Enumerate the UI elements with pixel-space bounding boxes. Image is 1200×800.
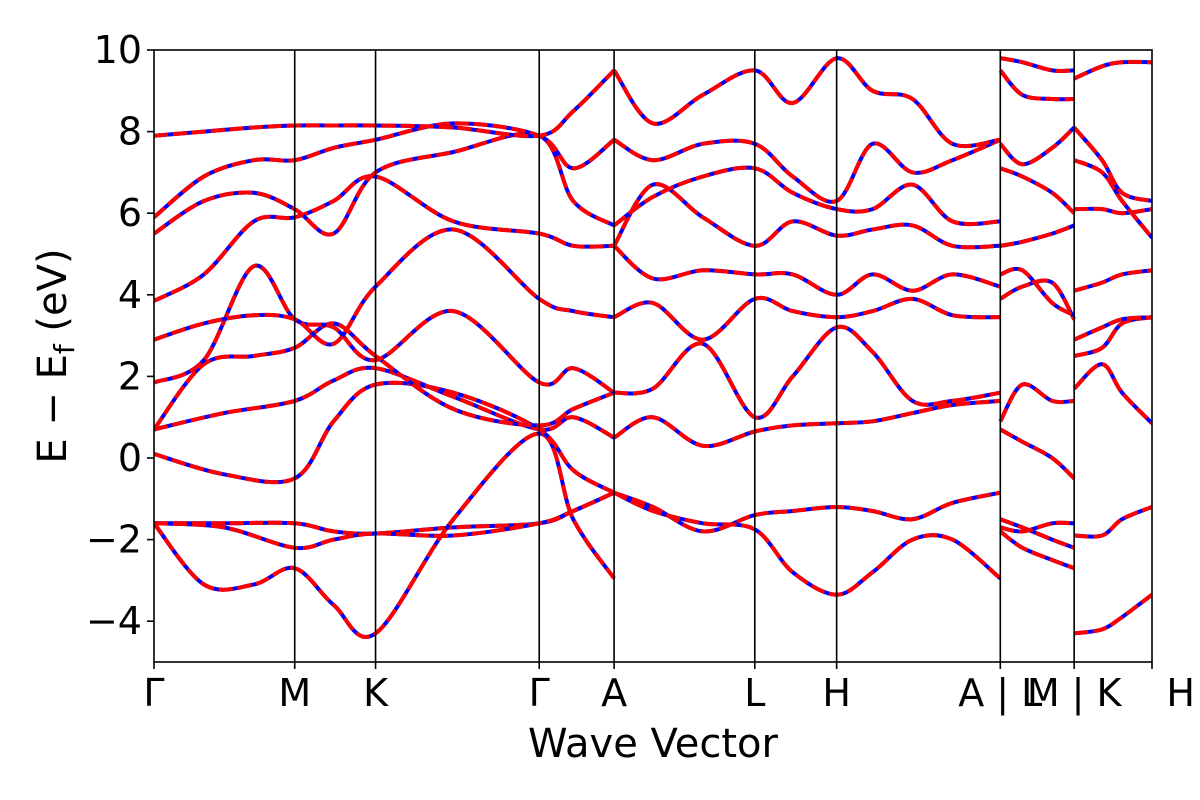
band-line-red: [999, 520, 1075, 534]
band-line-red: [999, 266, 1076, 317]
band-line-blue: [613, 490, 1001, 534]
band-line-red: [999, 166, 1076, 215]
y-tick-label: 8: [118, 110, 142, 154]
y-axis-label-subscript: f: [48, 343, 81, 354]
x-tick-label: H: [822, 671, 851, 715]
band-line-red: [613, 398, 1001, 448]
x-tick-label: L: [744, 671, 765, 715]
y-tick-label: −2: [86, 518, 142, 562]
band-line-blue: [612, 244, 1001, 297]
y-tick-label: 2: [118, 354, 142, 398]
bands-layer: [154, 56, 1152, 639]
band-line-red: [154, 321, 615, 431]
band-line-red: [154, 490, 615, 551]
band-line-red: [999, 517, 1075, 550]
y-tick-label: 10: [94, 28, 142, 72]
y-tick-label: −4: [86, 599, 142, 643]
y-tick-label: 6: [118, 191, 142, 235]
band-line-red: [613, 490, 1002, 597]
band-line-blue: [154, 490, 615, 551]
band-line-blue: [612, 165, 1001, 228]
band-line-blue: [612, 56, 1001, 149]
band-line-red: [613, 324, 1001, 420]
band-line-red: [613, 137, 1002, 204]
x-tick-label: K: [363, 671, 389, 715]
plot-frame: [153, 49, 1153, 663]
band-line-red: [612, 56, 1001, 149]
band-line-blue: [154, 365, 616, 440]
band-line-red: [613, 490, 1001, 534]
band-line-red: [1073, 268, 1152, 293]
y-axis-label-unit: (eV): [30, 248, 76, 344]
band-line-blue: [1073, 593, 1152, 636]
y-axis-label: E − Ef (eV): [30, 248, 81, 463]
y-tick-label: 4: [118, 273, 142, 317]
x-tick-label: M | K: [1027, 671, 1123, 716]
y-tick-label: 0: [118, 436, 142, 480]
band-line-red: [999, 529, 1075, 571]
band-line-red: [998, 69, 1075, 102]
band-line-red: [613, 295, 1001, 342]
x-tick-label: M: [278, 671, 311, 715]
band-line-blue: [154, 263, 616, 395]
band-line-red: [154, 174, 615, 303]
x-tick-label: A | L: [958, 671, 1042, 716]
y-axis: −4 −2 0 2 4 6 8 10: [86, 28, 154, 643]
band-line-red: [154, 131, 616, 237]
band-line-red: [154, 68, 616, 139]
band-line-red: [612, 182, 1001, 250]
band-line-red: [612, 244, 1001, 297]
x-tick-label: A: [601, 671, 627, 715]
band-line-red: [1072, 126, 1152, 203]
y-axis-label-main: E − E: [30, 354, 76, 464]
band-line-red: [1073, 593, 1152, 636]
band-line-blue: [999, 166, 1076, 215]
band-line-red: [154, 227, 615, 347]
band-line-blue: [154, 131, 616, 237]
band-line-red: [999, 427, 1076, 480]
band-line-blue: [998, 69, 1075, 102]
x-tick-label: Γ: [143, 671, 164, 715]
band-line-red: [1073, 59, 1152, 81]
band-line-red: [154, 121, 616, 219]
band-line-red: [999, 278, 1076, 321]
x-tick-label: Γ: [529, 671, 550, 715]
band-line-red: [999, 223, 1075, 248]
x-axis: Γ M K Γ A L H A | LM | K H: [143, 662, 1195, 716]
band-line-red: [998, 126, 1076, 167]
band-line-blue: [1074, 505, 1152, 539]
band-line-red: [1074, 505, 1152, 539]
x-axis-label: Wave Vector: [528, 721, 779, 767]
band-line-red: [154, 365, 616, 440]
band-line-red: [1074, 206, 1152, 216]
band-line-red: [998, 382, 1075, 423]
band-line-red: [612, 165, 1001, 228]
band-line-red: [999, 56, 1075, 74]
high-symmetry-lines: [293, 50, 1075, 662]
band-line-red: [1073, 315, 1152, 342]
band-line-red: [1073, 158, 1152, 239]
band-line-red: [154, 263, 616, 395]
x-tick-label: H: [1166, 671, 1195, 715]
band-line-red: [1072, 362, 1152, 425]
